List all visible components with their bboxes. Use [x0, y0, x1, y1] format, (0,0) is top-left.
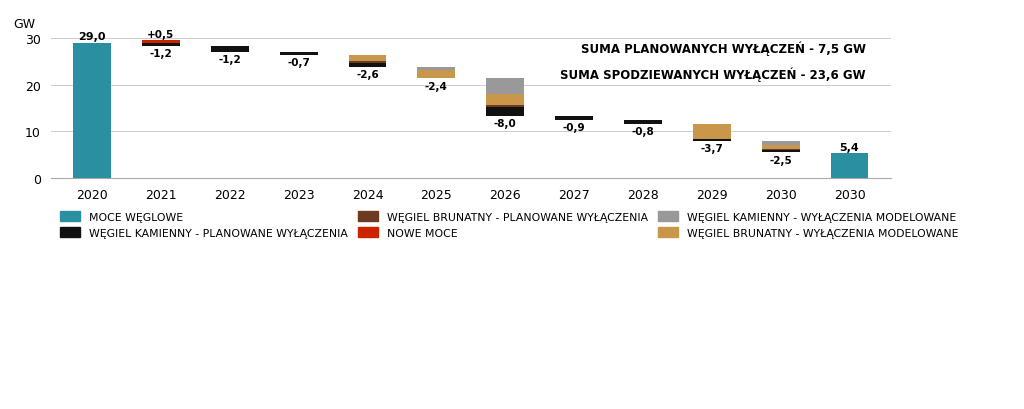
Bar: [280, 52, 317, 56]
Bar: [348, 63, 386, 68]
Text: -2,6: -2,6: [356, 70, 379, 80]
Text: -0,9: -0,9: [563, 123, 586, 133]
Bar: [418, 68, 456, 71]
Bar: [486, 106, 524, 108]
Text: 5,4: 5,4: [840, 142, 859, 152]
Bar: [486, 108, 524, 116]
Text: -1,2: -1,2: [150, 49, 172, 59]
Text: -0,7: -0,7: [287, 58, 310, 68]
Text: -3,7: -3,7: [700, 144, 723, 154]
Bar: [73, 43, 111, 179]
Text: -2,4: -2,4: [425, 81, 447, 91]
Bar: [348, 56, 386, 62]
Bar: [624, 121, 662, 124]
Text: -0,8: -0,8: [632, 126, 654, 137]
Bar: [142, 41, 180, 47]
Text: GW: GW: [13, 18, 35, 31]
Legend: MOCE WĘGLOWE, WĘGIEL KAMIENNY - PLANOWANE WYŁĄCZENIA, WĘGIEL BRUNATNY - PLANOWAN: MOCE WĘGLOWE, WĘGIEL KAMIENNY - PLANOWAN…: [56, 208, 963, 243]
Text: -2,5: -2,5: [769, 155, 792, 165]
Bar: [555, 116, 593, 121]
Bar: [693, 139, 731, 142]
Text: +0,5: +0,5: [147, 30, 174, 40]
Bar: [762, 142, 800, 146]
Text: -1,2: -1,2: [218, 55, 241, 65]
Text: SUMA PLANOWANYCH WYŁĄCZEŃ - 7,5 GW
SUMA SPODZIEWANYCH WYŁĄCZEŃ - 23,6 GW: SUMA PLANOWANYCH WYŁĄCZEŃ - 7,5 GW SUMA …: [560, 41, 865, 82]
Bar: [348, 62, 386, 63]
Text: 29,0: 29,0: [78, 32, 105, 42]
Bar: [762, 146, 800, 149]
Bar: [762, 149, 800, 151]
Text: -8,0: -8,0: [494, 119, 516, 128]
Bar: [486, 79, 524, 95]
Bar: [486, 95, 524, 106]
Bar: [142, 41, 180, 43]
Bar: [418, 71, 456, 79]
Bar: [211, 47, 249, 52]
Bar: [830, 153, 868, 179]
Bar: [693, 124, 731, 139]
Bar: [762, 151, 800, 153]
